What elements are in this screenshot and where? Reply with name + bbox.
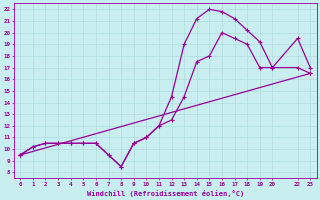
X-axis label: Windchill (Refroidissement éolien,°C): Windchill (Refroidissement éolien,°C) xyxy=(87,190,244,197)
